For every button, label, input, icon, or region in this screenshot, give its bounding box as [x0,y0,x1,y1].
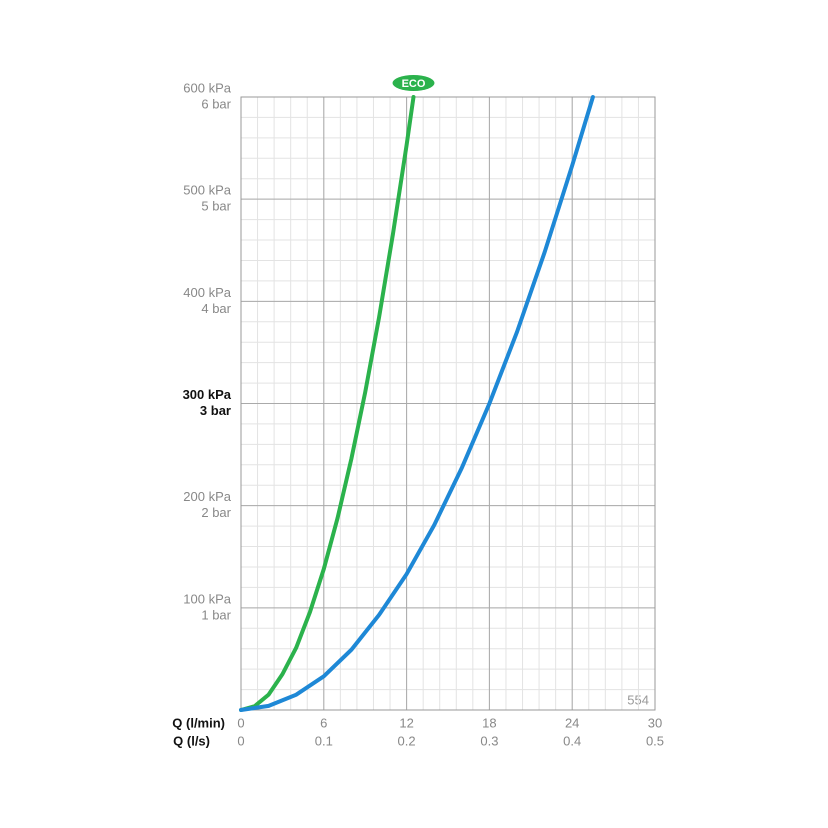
x2-tick-label: 0.5 [646,733,664,748]
x2-tick-label: 0.3 [480,733,498,748]
y-tick-label: 200 kPa [183,489,231,504]
x2-tick-label: 0.4 [563,733,581,748]
x-tick-label: 12 [399,715,413,730]
curve [239,95,595,712]
x-axis-label: Q (l/min) [172,715,225,730]
x2-tick-label: 0.1 [315,733,333,748]
x2-tick-label: 0 [237,733,244,748]
x2-axis-label: Q (l/s) [173,733,210,748]
x-tick-label: 24 [565,715,579,730]
curve [239,95,416,712]
y-tick-label-secondary: 4 bar [201,301,231,316]
x-tick-label: 6 [320,715,327,730]
y-tick-label: 400 kPa [183,285,231,300]
plot-frame [240,96,656,711]
x-tick-label: 0 [237,715,244,730]
y-tick-label: 500 kPa [183,183,231,198]
y-tick-label: 100 kPa [183,591,231,606]
y-tick-label-secondary: 3 bar [200,403,231,418]
y-tick-label-secondary: 5 bar [201,199,231,214]
y-tick-label: 600 kPa [183,80,231,95]
y-tick-label: 300 kPa [183,387,232,402]
series-label: ECO [402,78,426,90]
series-badge [392,75,435,91]
y-tick-label-secondary: 6 bar [201,96,231,111]
x-tick-label: 18 [482,715,496,730]
y-tick-label-secondary: 1 bar [201,607,231,622]
y-tick-label-secondary: 2 bar [201,505,231,520]
x2-tick-label: 0.2 [398,733,416,748]
x-tick-label: 30 [648,715,662,730]
